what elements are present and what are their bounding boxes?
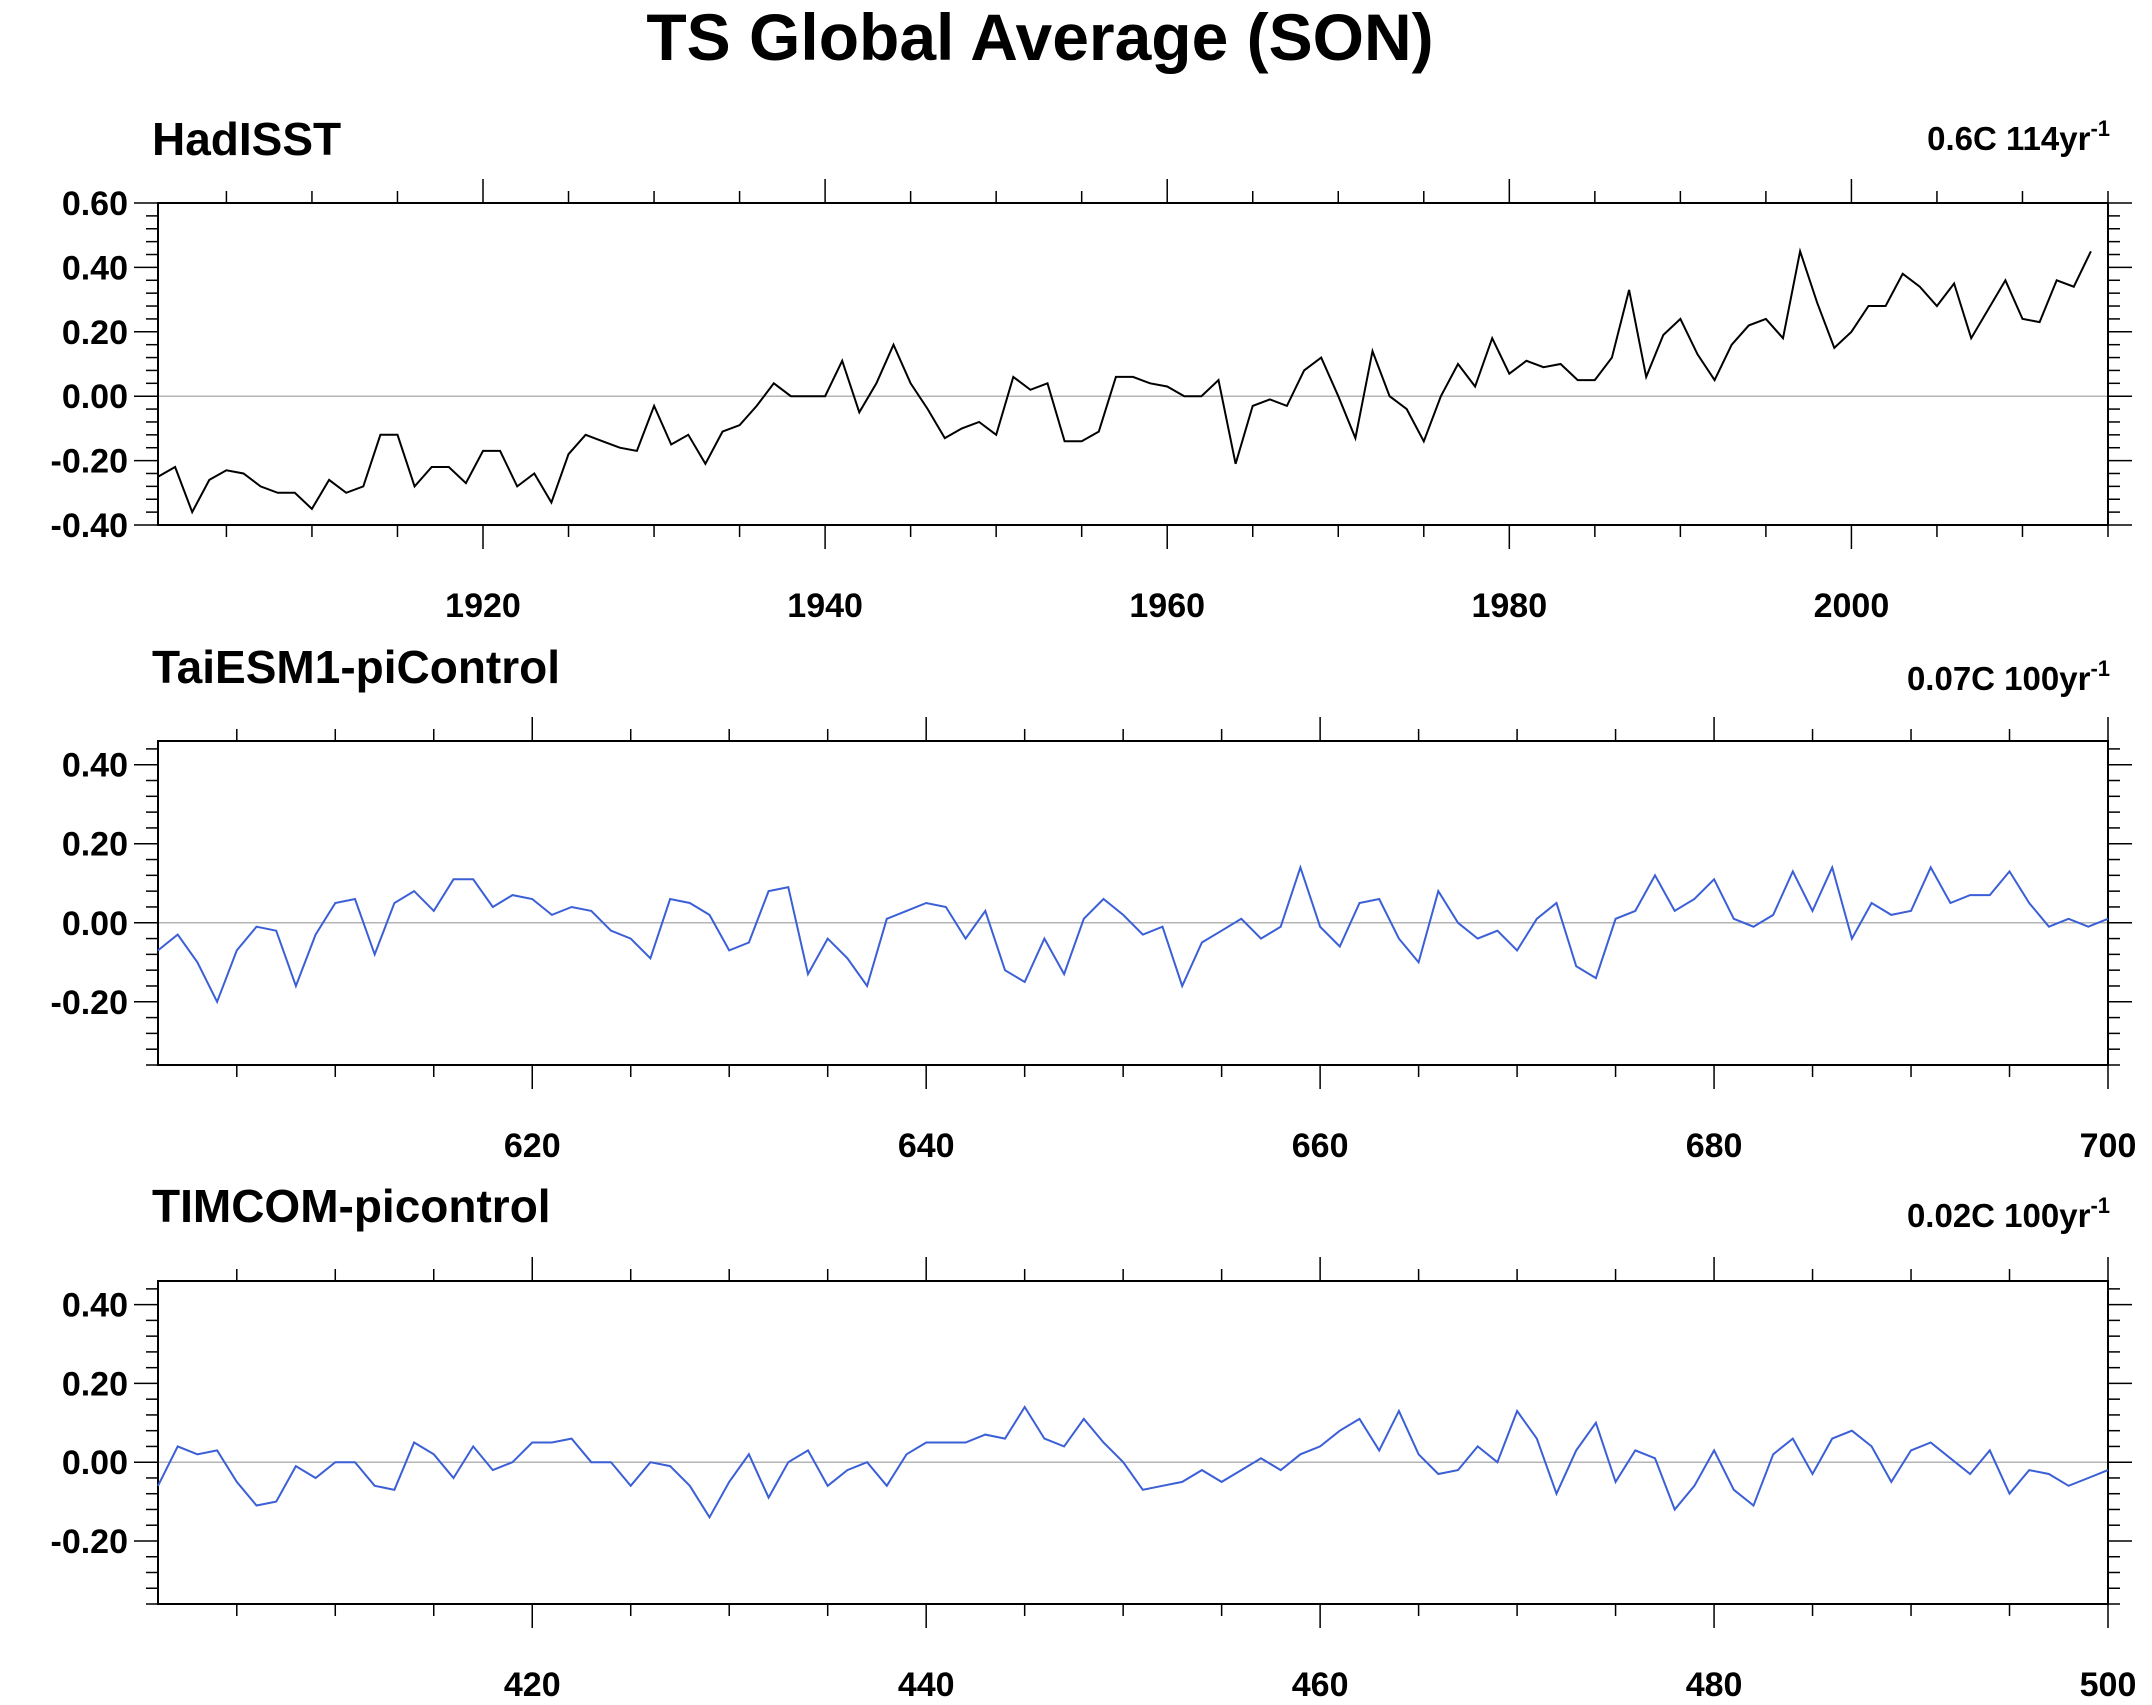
y-tick-label: 0.20 xyxy=(62,1365,128,1403)
x-tick-label: 680 xyxy=(1686,1127,1743,1165)
y-tick-label: -0.20 xyxy=(51,984,129,1022)
y-tick-label: -0.40 xyxy=(51,507,129,545)
x-tick-label: 1960 xyxy=(1129,587,1205,625)
plot-frame xyxy=(157,202,2109,526)
x-tick-label: 1940 xyxy=(787,587,863,625)
y-tick-label: -0.20 xyxy=(51,1523,129,1561)
x-tick-label: 620 xyxy=(504,1127,561,1165)
series-line xyxy=(157,1405,2109,1520)
panel-title: HadISST xyxy=(152,113,341,165)
x-tick-label: 460 xyxy=(1292,1666,1349,1704)
trend-label: 0.07C 100yr-1 xyxy=(1907,656,2110,697)
series-line xyxy=(157,864,2109,1005)
y-tick-label: 0.60 xyxy=(62,185,128,223)
y-tick-label: 0.20 xyxy=(62,826,128,864)
y-tick-label: -0.20 xyxy=(51,443,129,481)
x-tick-label: 700 xyxy=(2080,1127,2137,1165)
panel-hadisst: HadISST 0.6C 114yr-1 -0.40 -0.20 0.00 0.20 0… xyxy=(51,113,2132,625)
y-tick-label: 0.00 xyxy=(62,378,128,416)
y-tick-label: 0.20 xyxy=(62,314,128,352)
y-tick-label: 0.40 xyxy=(62,747,128,785)
x-tick-label: 500 xyxy=(2080,1666,2137,1704)
panel-title: TaiESM1-piControl xyxy=(152,641,560,693)
x-tick-label: 660 xyxy=(1292,1127,1349,1165)
x-tick-label: 1980 xyxy=(1471,587,1547,625)
panel-taiesm1-picontrol: TaiESM1-piControl 0.07C 100yr-1 -0.20 0.0… xyxy=(51,641,2137,1165)
y-tick-label: 0.00 xyxy=(62,1444,128,1482)
x-tick-label: 1920 xyxy=(445,587,521,625)
x-tick-label: 480 xyxy=(1686,1666,1743,1704)
panel-title: TIMCOM-picontrol xyxy=(152,1180,551,1232)
panel-timcom-picontrol: TIMCOM-picontrol 0.02C 100yr-1 -0.20 0.00… xyxy=(51,1180,2137,1704)
series-line xyxy=(157,247,2092,515)
x-tick-label: 640 xyxy=(898,1127,955,1165)
figure-title: TS Global Average (SON) xyxy=(646,0,1433,74)
plot-frame xyxy=(157,1280,2109,1605)
y-tick-label: 0.00 xyxy=(62,905,128,943)
plot-frame xyxy=(157,740,2109,1066)
y-tick-label: 0.40 xyxy=(62,1287,128,1325)
trend-label: 0.6C 114yr-1 xyxy=(1927,116,2110,157)
y-tick-label: 0.40 xyxy=(62,249,128,287)
x-tick-label: 440 xyxy=(898,1666,955,1704)
trend-label: 0.02C 100yr-1 xyxy=(1907,1193,2110,1234)
x-tick-label: 2000 xyxy=(1814,587,1890,625)
x-tick-label: 420 xyxy=(504,1666,561,1704)
